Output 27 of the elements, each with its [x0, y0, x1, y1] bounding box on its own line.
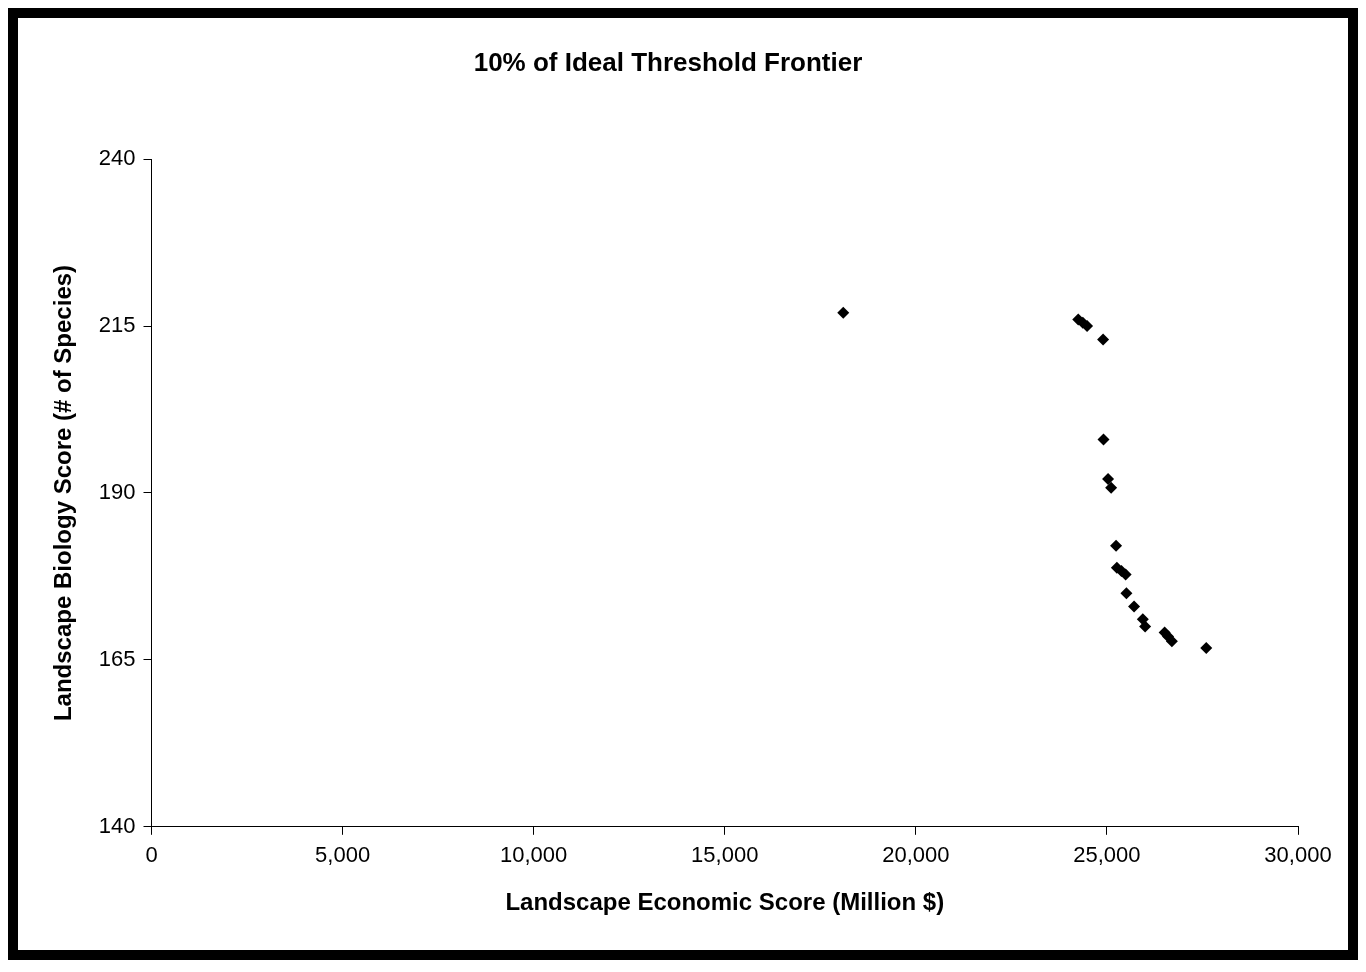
point: [1120, 587, 1133, 600]
y-tick-label: 215: [98, 312, 136, 338]
x-tick-label: 30,000: [1264, 842, 1332, 868]
point: [837, 306, 850, 319]
y-tick-label: 240: [98, 145, 136, 171]
y-tick-label: 140: [98, 812, 136, 838]
point: [1097, 333, 1110, 346]
x-tick-label: 5,000: [315, 842, 371, 868]
x-axis-title: Landscape Economic Score (Million $): [505, 888, 945, 916]
x-tick-label: 0: [145, 842, 158, 868]
y-axis-title: Landscape Biology Score (# of Species): [49, 264, 77, 722]
x-tick-label: 10,000: [500, 842, 568, 868]
point: [1110, 539, 1123, 552]
point: [1139, 620, 1152, 633]
point: [1165, 635, 1178, 648]
point: [1119, 568, 1132, 581]
point: [1102, 472, 1115, 485]
point: [1128, 600, 1141, 613]
x-tick-label: 15,000: [691, 842, 759, 868]
y-tick-label: 190: [98, 479, 136, 505]
point: [1200, 641, 1213, 654]
y-tick-label: 165: [98, 645, 136, 671]
x-tick-label: 20,000: [882, 842, 950, 868]
x-tick-label: 25,000: [1073, 842, 1141, 868]
chart-title: 10% of Ideal Threshold Frontier: [473, 46, 863, 77]
point: [1097, 433, 1110, 446]
point: [1105, 481, 1118, 494]
